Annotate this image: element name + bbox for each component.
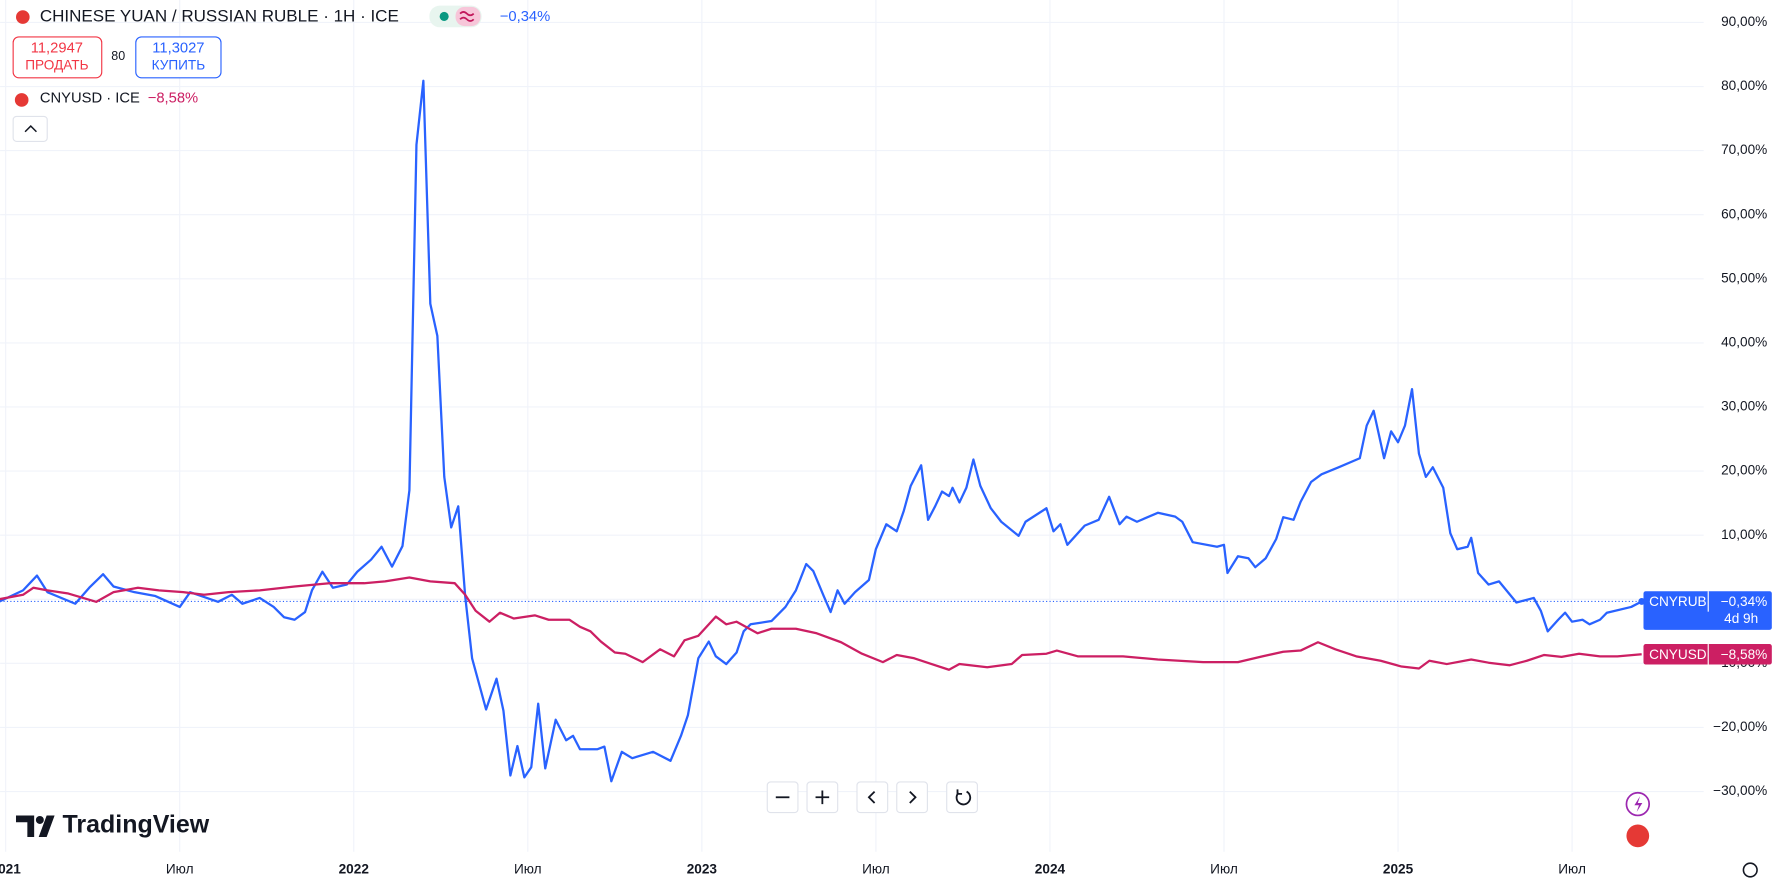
logo-icon (15, 815, 55, 838)
x-tick-label: 2024 (1035, 862, 1066, 877)
market-open-dot (439, 11, 449, 22)
collapse-button[interactable] (12, 115, 48, 142)
x-tick-label: 2023 (687, 862, 718, 877)
reset-button[interactable] (946, 781, 978, 814)
reset-icon (955, 789, 972, 806)
tag-countdown: 4d 9h (1724, 611, 1758, 626)
settings-button[interactable] (1742, 862, 1758, 878)
series-line (0, 79, 1643, 783)
y-tick-label: 70,00% (1721, 142, 1767, 157)
sell-label[interactable]: ПРОДАТЬ (25, 57, 88, 72)
tag-value: −8,58% (1721, 647, 1768, 662)
y-tick-label: 20,00% (1721, 463, 1767, 478)
grid (0, 0, 1704, 852)
x-tick-label: 2021 (0, 862, 21, 877)
spread: 80 (111, 49, 125, 63)
x-tick-label: Июл (1558, 862, 1586, 877)
delay-badge (455, 6, 481, 27)
y-tick-label: 30,00% (1721, 399, 1767, 414)
y-tick-label: −30,00% (1713, 783, 1767, 798)
y-tick-label: 60,00% (1721, 206, 1767, 221)
logo-dot (35, 816, 44, 824)
x-tick-label: Июл (514, 862, 542, 877)
flag-button[interactable] (1626, 824, 1650, 848)
y-tick-label: 10,00% (1721, 527, 1767, 542)
x-tick-label: Июл (166, 862, 194, 877)
scroll-right-button[interactable] (896, 781, 928, 814)
compare-symbol: CNYUSD · ICE (40, 91, 140, 107)
flag-icon (15, 10, 30, 24)
tag-value: −0,34% (1721, 594, 1768, 609)
compare-change: −8,58% (148, 91, 198, 107)
flag-icon (14, 93, 29, 107)
collapse-icon (24, 125, 37, 133)
x-tick-label: Июл (862, 862, 890, 877)
chart-title: CHINESE YUAN / RUSSIAN RUBLE · 1H · ICE (40, 7, 399, 26)
y-tick-label: 40,00% (1721, 334, 1767, 349)
tag-name: CNYRUB (1649, 594, 1706, 609)
alert-icon (1634, 796, 1643, 813)
plus-icon (815, 790, 830, 805)
x-tick-label: 2022 (339, 862, 370, 877)
last-point (1638, 598, 1646, 605)
header-change: −0,34% (500, 9, 550, 25)
buy-price[interactable]: 11,3027 (152, 41, 204, 57)
sell-price[interactable]: 11,2947 (31, 41, 83, 57)
navigation (766, 781, 978, 814)
x-tick-label: 2025 (1383, 862, 1414, 877)
sell-button[interactable] (12, 36, 103, 79)
y-tick-label: 90,00% (1721, 14, 1767, 29)
scroll-left-button[interactable] (856, 781, 889, 814)
navigation-icons (775, 789, 972, 806)
logo-text: TradingView (63, 810, 210, 838)
series-line (0, 576, 1642, 671)
plot (0, 79, 1646, 783)
y-tick-label: 50,00% (1721, 270, 1767, 285)
x-tick-label: Июл (1210, 862, 1238, 877)
right-icon (909, 790, 917, 804)
buy-label[interactable]: КУПИТЬ (152, 57, 206, 72)
delay-icon (459, 11, 475, 22)
buy-button[interactable] (135, 36, 222, 79)
y-tick-label: −20,00% (1713, 719, 1767, 734)
left-icon (867, 790, 876, 804)
tag-name: CNYUSD (1649, 647, 1707, 662)
y-tick-label: 80,00% (1721, 78, 1767, 93)
